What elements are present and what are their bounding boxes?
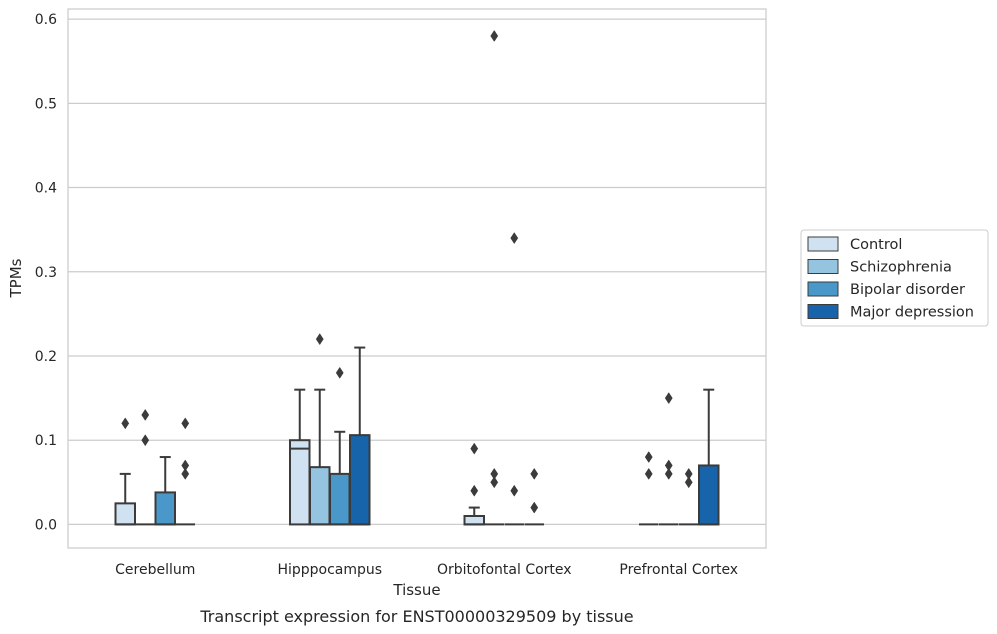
series-control [114,388,659,526]
box [349,346,371,526]
legend-label: Major depression [850,305,974,321]
legend-entry: Bipolar disorder [807,281,965,298]
box [309,388,331,526]
outlier-point [470,442,479,455]
outlier-point [664,459,673,472]
box [463,506,485,526]
series-schizophrenia [135,388,679,526]
x-axis-label: Tissue [392,581,440,599]
x-axis-ticks: Cerebellum Hipppocampus Orbitofontal Corte… [115,562,738,578]
outlier-point [644,451,653,464]
series-major-depression [175,346,720,526]
y-axis-label: TPMs [7,258,25,298]
legend-label: Bipolar disorder [850,282,965,298]
y-tick-label: 0.3 [35,265,57,281]
box-body [114,502,136,526]
chart-caption: Transcript expression for ENST0000032950… [199,607,633,626]
outlier-point [530,467,539,480]
legend-label: Schizophrenia [850,260,952,276]
legend-entry: Control [807,236,902,253]
legend-swatch [807,281,839,297]
y-tick-label: 0.4 [35,181,57,197]
y-tick-label: 0.6 [35,12,57,28]
box-body [463,514,485,526]
box [289,388,311,526]
outlier-point [684,476,693,489]
outlier-point [181,467,190,480]
x-tick-label: Hipppocampus [277,562,382,578]
box-body [309,466,331,526]
box-body [349,434,371,526]
legend-items: Control Schizophrenia Bipolar disorder Majo… [807,236,974,321]
box-body [329,472,351,526]
outlier-point [181,459,190,472]
box-body [154,491,176,526]
outlier-point [490,467,499,480]
outlier-point [181,417,190,430]
legend-swatch [807,304,839,319]
box-series [114,346,720,526]
outlier-point [664,467,673,480]
outlier-points [121,29,693,514]
outlier-point [141,434,150,447]
box [329,430,351,526]
y-axis-ticks: 0.0 0.1 0.2 0.3 0.4 0.5 0.6 [35,12,57,533]
outlier-point [684,467,693,480]
legend-label: Control [850,237,902,253]
box [114,472,136,526]
x-tick-label: Orbitofontal Cortex [437,562,572,578]
outlier-point [510,484,519,497]
box-body [698,464,720,526]
legend-entry: Major depression [807,304,974,321]
outlier-point [141,408,150,421]
outlier-point [335,366,344,379]
plot-area-frame [67,8,767,549]
outlier-point [315,333,324,346]
outlier-point [510,232,519,245]
box-body [289,439,311,526]
legend-swatch [807,259,839,274]
legend-swatch [807,236,839,252]
outlier-point [644,467,653,480]
outlier-point [121,417,130,430]
legend-entry: Schizophrenia [807,259,952,276]
outlier-point [664,392,673,405]
legend-frame [800,229,989,327]
y-tick-label: 0.5 [35,96,57,112]
legend: Control Schizophrenia Bipolar disorder Majo… [800,229,989,327]
outlier-point [530,501,539,514]
x-tick-label: Prefrontal Cortex [619,562,738,578]
y-tick-label: 0.1 [35,433,57,449]
box [154,456,176,526]
outlier-point [490,476,499,489]
outlier-point [490,29,499,42]
box [698,388,720,526]
y-tick-label: 0.2 [35,349,57,365]
outlier-point [470,484,479,497]
series-bipolar-disorder [154,430,699,526]
y-tick-label: 0.0 [35,517,57,533]
x-tick-label: Cerebellum [115,562,195,578]
